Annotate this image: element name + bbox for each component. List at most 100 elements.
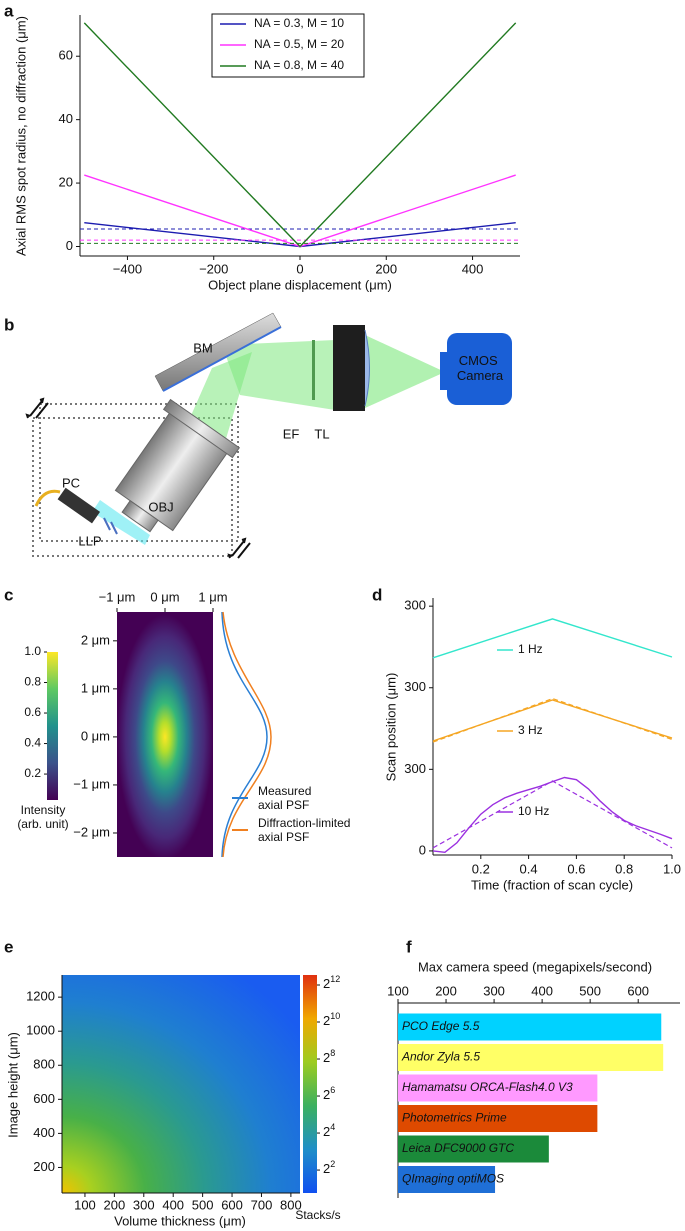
label-obj: OBJ: [148, 499, 173, 514]
y-tick-label: 1000: [26, 1023, 55, 1038]
bar-label: Andor Zyla 5.5: [401, 1050, 480, 1064]
label-bm: BM: [193, 340, 213, 355]
x-axis-label: Volume thickness (μm): [114, 1213, 246, 1228]
objective: [114, 398, 241, 533]
x-tick-label: 0.4: [520, 861, 538, 876]
beam: [222, 340, 335, 410]
panel-letter: f: [406, 937, 412, 956]
legend-label: NA = 0.5, M = 20: [254, 37, 344, 51]
label-camera-line: Camera: [457, 368, 504, 383]
x-tick-label: 1.0: [663, 861, 681, 876]
label-tl: TL: [314, 426, 329, 441]
lens-surface: [364, 329, 370, 407]
camera-mount: [440, 352, 450, 390]
y-axis-label: Scan position (μm): [383, 673, 398, 782]
reference-line: [432, 780, 673, 849]
series-line: [83, 22, 517, 248]
legend-label-line: Measured: [258, 784, 311, 798]
label-camera: CMOS Camera: [457, 353, 504, 383]
x-tick-label: 300: [133, 1197, 155, 1212]
panel-letter: d: [372, 585, 382, 604]
colorbar-tick-exponent: 8: [330, 1048, 335, 1058]
colorbar-tick-base: 2: [323, 1087, 330, 1102]
x-axis-label: Time (fraction of scan cycle): [471, 877, 633, 892]
filter: [312, 340, 315, 400]
y-tick-label: 300: [404, 679, 426, 694]
lens: [103, 517, 111, 531]
x-tick-label: −1 μm: [99, 589, 136, 604]
legend-label-line: axial PSF: [258, 798, 309, 812]
colorbar-label-line: Intensity: [21, 803, 66, 817]
collimator: [57, 487, 101, 524]
x-tick-label: 0 μm: [150, 589, 179, 604]
y-tick-label: 0: [66, 238, 73, 253]
x-tick-label: 0.2: [472, 861, 490, 876]
psf-profile: [221, 611, 268, 858]
bar-label: PCO Edge 5.5: [402, 1019, 480, 1033]
label-camera-line: CMOS: [459, 353, 498, 368]
bar: [398, 1013, 662, 1041]
move-arrows: [25, 397, 49, 419]
colorbar-tick-base: 2: [323, 1161, 330, 1176]
colorbar-tick-base: 2: [323, 1050, 330, 1065]
x-tick-label: 600: [627, 983, 649, 998]
panel-letter: e: [4, 937, 13, 956]
x-axis-label: Object plane displacement (μm): [208, 277, 392, 292]
camera: [447, 333, 512, 405]
y-tick-label: 300: [404, 598, 426, 613]
y-tick-label: 2 μm: [81, 632, 110, 647]
series-line: [432, 699, 673, 742]
bar: [398, 1166, 496, 1193]
y-tick-label: −2 μm: [73, 824, 110, 839]
bar-label: QImaging optiMOS: [402, 1172, 504, 1186]
colorbar-tick-label: 24: [323, 1122, 335, 1139]
y-tick-label: 1 μm: [81, 680, 110, 695]
x-tick-label: 400: [162, 1197, 184, 1212]
series-line: [432, 618, 673, 659]
colorbar-tick-label: 28: [323, 1048, 335, 1065]
colorbar-label: Stacks/s: [295, 1208, 340, 1222]
y-axis-label: Image height (μm): [5, 1032, 20, 1138]
bar-label: Photometrics Prime: [402, 1111, 507, 1125]
light-sheet-beam: [92, 500, 150, 545]
x-tick-label: 200: [104, 1197, 126, 1212]
x-tick-label: 100: [387, 983, 409, 998]
x-tick-label: −200: [199, 261, 228, 276]
x-tick-label: 0.8: [615, 861, 633, 876]
label-pc: PC: [62, 475, 80, 490]
legend-label-line: Diffraction-limited: [258, 816, 350, 830]
colorbar-label-line: (arb. unit): [17, 817, 68, 831]
colorbar-tick-label: 0.4: [24, 736, 41, 750]
legend-label: 3 Hz: [518, 723, 543, 737]
fiber: [34, 489, 61, 507]
lens: [110, 521, 118, 535]
colorbar-tick-label: 0.2: [24, 766, 41, 780]
colorbar-tick-base: 2: [323, 1013, 330, 1028]
x-tick-label: 200: [375, 261, 397, 276]
chart-title: Max camera speed (megapixels/second): [418, 959, 652, 974]
series-line: [432, 776, 673, 854]
tube-lens: [333, 325, 365, 411]
x-tick-label: 100: [74, 1197, 96, 1212]
move-arrows: [227, 537, 251, 559]
x-tick-label: 1 μm: [198, 589, 227, 604]
y-tick-label: 300: [404, 761, 426, 776]
heatmap: [117, 612, 213, 857]
colorbar-tick-exponent: 12: [330, 974, 340, 984]
heatmap: [62, 975, 300, 1193]
colorbar: [303, 975, 317, 1193]
colorbar-tick-base: 2: [323, 976, 330, 991]
x-tick-label: 600: [221, 1197, 243, 1212]
y-tick-label: 400: [33, 1125, 55, 1140]
y-tick-label: 0 μm: [81, 728, 110, 743]
colorbar-tick-exponent: 2: [330, 1159, 335, 1169]
colorbar-tick-label: 1.0: [24, 644, 41, 658]
label-ef: EF: [283, 426, 300, 441]
x-tick-label: 300: [483, 983, 505, 998]
x-tick-label: 700: [251, 1197, 273, 1212]
panel-letter: c: [4, 585, 13, 604]
schematic: b BM EF TL CMOS Camera O: [4, 312, 512, 559]
collimator-body: [57, 487, 101, 524]
